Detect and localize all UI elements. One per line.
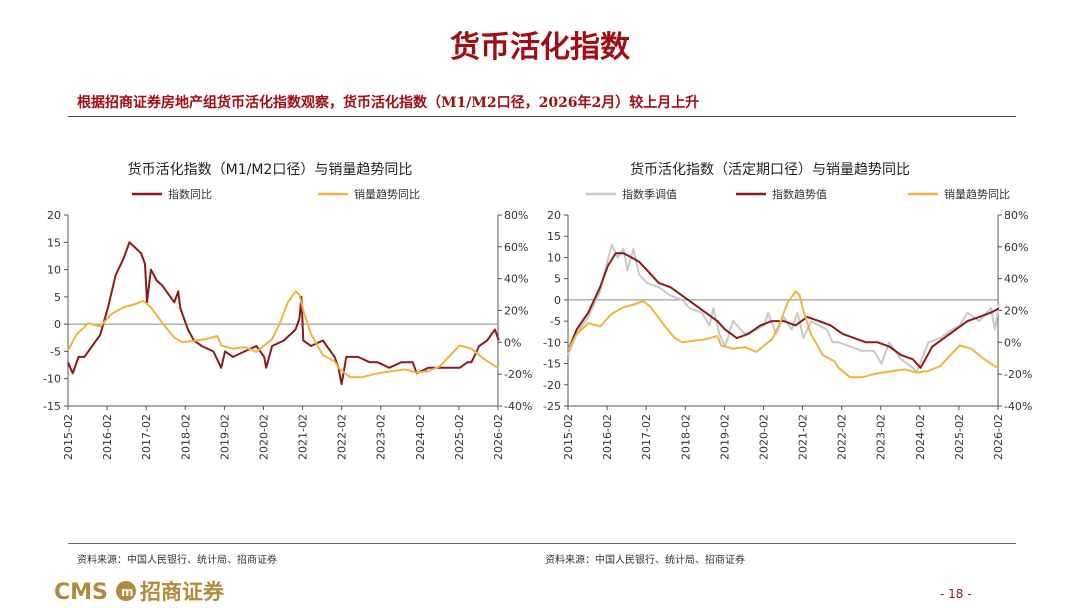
page-number: - 18 - (940, 587, 972, 601)
x-tick-label: 2020-02 (257, 414, 270, 460)
y-right-tick-label: -20% (504, 368, 532, 381)
x-tick-label: 2026-02 (492, 414, 505, 460)
y-left-tick-label: 15 (47, 236, 61, 249)
y-right-tick-label: 40% (504, 273, 528, 286)
x-tick-label: 2018-02 (179, 414, 192, 460)
x-tick-label: 2019-02 (218, 414, 231, 460)
chart-left: 货币活化指数（M1/M2口径）与销量趋势同比指数同比 销量趋势同比 20 15 10 5 0… (40, 148, 540, 468)
header-rule (68, 116, 1016, 117)
footer-rule (68, 543, 1016, 544)
legend-label-1: 销量趋势同比 (354, 187, 420, 201)
y-right-tick-label: 60% (1004, 241, 1028, 254)
y-right-tick-label: 80% (1004, 209, 1028, 222)
y-left-tick-label: 5 (54, 291, 61, 304)
y-left-tick-label: 5 (554, 273, 561, 286)
series-line-0 (567, 243, 1000, 373)
x-tick-label: 2025-02 (453, 414, 466, 460)
y-left-tick-label: -25 (543, 400, 561, 413)
y-left-tick-label: 0 (54, 318, 61, 331)
y-right-tick-label: -40% (1004, 400, 1032, 413)
y-right-tick-label: 40% (1004, 273, 1028, 286)
x-tick-label: 2023-02 (375, 414, 388, 460)
series-line-0 (67, 241, 500, 386)
y-left-tick-label: -10 (43, 373, 61, 386)
x-tick-label: 2019-02 (718, 414, 731, 460)
series-line-1 (67, 290, 500, 379)
y-left-tick-label: 10 (547, 251, 561, 264)
x-tick-label: 2016-02 (601, 414, 614, 460)
legend-label-0: 指数季调值 (622, 187, 677, 201)
legend-label-1: 指数趋势值 (772, 187, 827, 201)
chart-title: 货币活化指数（活定期口径）与销量趋势同比 (630, 161, 910, 178)
y-right-tick-label: 20% (1004, 305, 1028, 318)
x-tick-label: 2021-02 (797, 414, 810, 460)
legend-label-2: 销量趋势同比 (944, 187, 1010, 201)
series-line-2 (567, 290, 1000, 379)
x-tick-label: 2018-02 (679, 414, 692, 460)
x-tick-label: 2023-02 (875, 414, 888, 460)
x-tick-label: 2017-02 (640, 414, 653, 460)
y-left-tick-label: 15 (547, 230, 561, 243)
cms-logo: CMS m 招商证券 (54, 580, 225, 605)
y-right-tick-label: -40% (504, 400, 532, 413)
x-tick-label: 2015-02 (62, 414, 75, 460)
x-tick-label: 2015-02 (562, 414, 575, 460)
chart-title: 货币活化指数（M1/M2口径）与销量趋势同比 (128, 161, 413, 178)
x-tick-label: 2022-02 (836, 414, 849, 460)
y-left-tick-label: -15 (43, 400, 61, 413)
x-tick-label: 2025-02 (953, 414, 966, 460)
legend-label-0: 指数同比 (168, 187, 212, 201)
logo-emblem-icon (116, 581, 136, 601)
page-subtitle: 根据招商证券房地产组货币活化指数观察，货币活化指数（M1/M2口径，2026年2… (77, 95, 700, 111)
source-note-left: 资料来源：中国人民银行、统计局、招商证券 (77, 555, 277, 566)
logo-latin: CMS (54, 580, 108, 605)
y-left-tick-label: -5 (550, 315, 561, 328)
x-tick-label: 2026-02 (992, 414, 1005, 460)
page-title: 货币活化指数 (450, 30, 630, 65)
x-tick-label: 2024-02 (914, 414, 927, 460)
y-right-tick-label: 0% (504, 336, 521, 349)
y-left-tick-label: -5 (50, 345, 61, 358)
logo-name: 招商证券 (140, 580, 225, 604)
y-right-tick-label: 80% (504, 209, 528, 222)
y-left-tick-label: 0 (554, 294, 561, 307)
x-tick-label: 2021-02 (297, 414, 310, 460)
y-left-tick-label: -15 (543, 358, 561, 371)
y-right-tick-label: -20% (1004, 368, 1032, 381)
y-right-tick-label: 60% (504, 241, 528, 254)
y-left-tick-label: -20 (543, 379, 561, 392)
y-left-tick-label: 20 (547, 209, 561, 222)
x-tick-label: 2020-02 (757, 414, 770, 460)
x-tick-label: 2017-02 (140, 414, 153, 460)
y-left-tick-label: 10 (47, 264, 61, 277)
x-tick-label: 2024-02 (414, 414, 427, 460)
y-left-tick-label: 20 (47, 209, 61, 222)
x-tick-label: 2022-02 (336, 414, 349, 460)
series-line-1 (567, 252, 1000, 369)
x-tick-label: 2016-02 (101, 414, 114, 460)
y-left-tick-label: -10 (543, 336, 561, 349)
y-right-tick-label: 20% (504, 305, 528, 318)
chart-right: 货币活化指数（活定期口径）与销量趋势同比 指数季调值 指数趋势值 销量趋势同比 20 15… (540, 148, 1040, 468)
svg-text:m: m (121, 585, 134, 599)
source-note-right: 资料来源：中国人民银行、统计局、招商证券 (545, 555, 745, 566)
y-right-tick-label: 0% (1004, 336, 1021, 349)
